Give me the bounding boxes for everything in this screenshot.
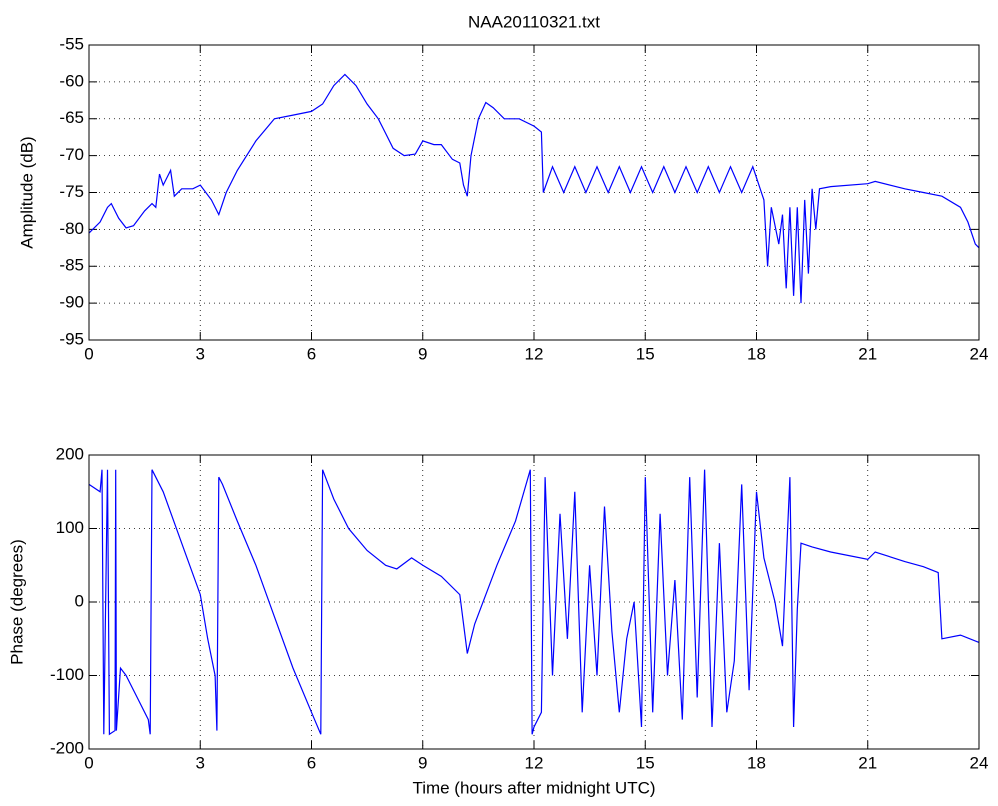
x-tick-label: 0 — [84, 344, 93, 363]
y-tick-label: -75 — [59, 182, 84, 201]
x-tick-label: 9 — [418, 344, 427, 363]
x-tick-label: 6 — [307, 753, 316, 772]
y-tick-label: -95 — [59, 329, 84, 348]
x-tick-label: 12 — [525, 344, 544, 363]
chart-title: NAA20110321.txt — [468, 12, 600, 31]
x-tick-label: 21 — [858, 344, 877, 363]
data-line — [88, 469, 980, 736]
x-tick-label: 6 — [307, 344, 316, 363]
y-tick-label: -200 — [50, 738, 84, 757]
x-tick-label: 15 — [636, 753, 655, 772]
x-tick-label: 21 — [858, 753, 877, 772]
x-tick-label: 24 — [970, 344, 989, 363]
y-tick-label: -60 — [59, 71, 84, 90]
y-tick-label: -70 — [59, 145, 84, 164]
data-line — [88, 73, 980, 304]
x-tick-label: 12 — [525, 753, 544, 772]
y-tick-label: 100 — [56, 518, 84, 537]
x-tick-label: 9 — [418, 753, 427, 772]
y-tick-label: -85 — [59, 256, 84, 275]
x-axis-label: Time (hours after midnight UTC) — [412, 778, 655, 797]
x-tick-label: 18 — [747, 753, 766, 772]
x-tick-label: 3 — [196, 753, 205, 772]
y-tick-label: 0 — [75, 591, 84, 610]
y-tick-label: -80 — [59, 219, 84, 238]
y-tick-label: 200 — [56, 444, 84, 463]
y-axis-label: Phase (degrees) — [7, 539, 26, 665]
x-tick-label: 15 — [636, 344, 655, 363]
x-tick-label: 18 — [747, 344, 766, 363]
x-tick-label: 3 — [196, 344, 205, 363]
x-tick-label: 0 — [84, 753, 93, 772]
axes-frame — [88, 454, 980, 750]
y-tick-label: -55 — [59, 34, 84, 53]
y-tick-label: -100 — [50, 665, 84, 684]
axes-frame — [88, 44, 980, 341]
x-tick-label: 24 — [970, 753, 989, 772]
y-tick-label: -90 — [59, 293, 84, 312]
y-axis-label: Amplitude (dB) — [17, 136, 36, 248]
y-tick-label: -65 — [59, 108, 84, 127]
